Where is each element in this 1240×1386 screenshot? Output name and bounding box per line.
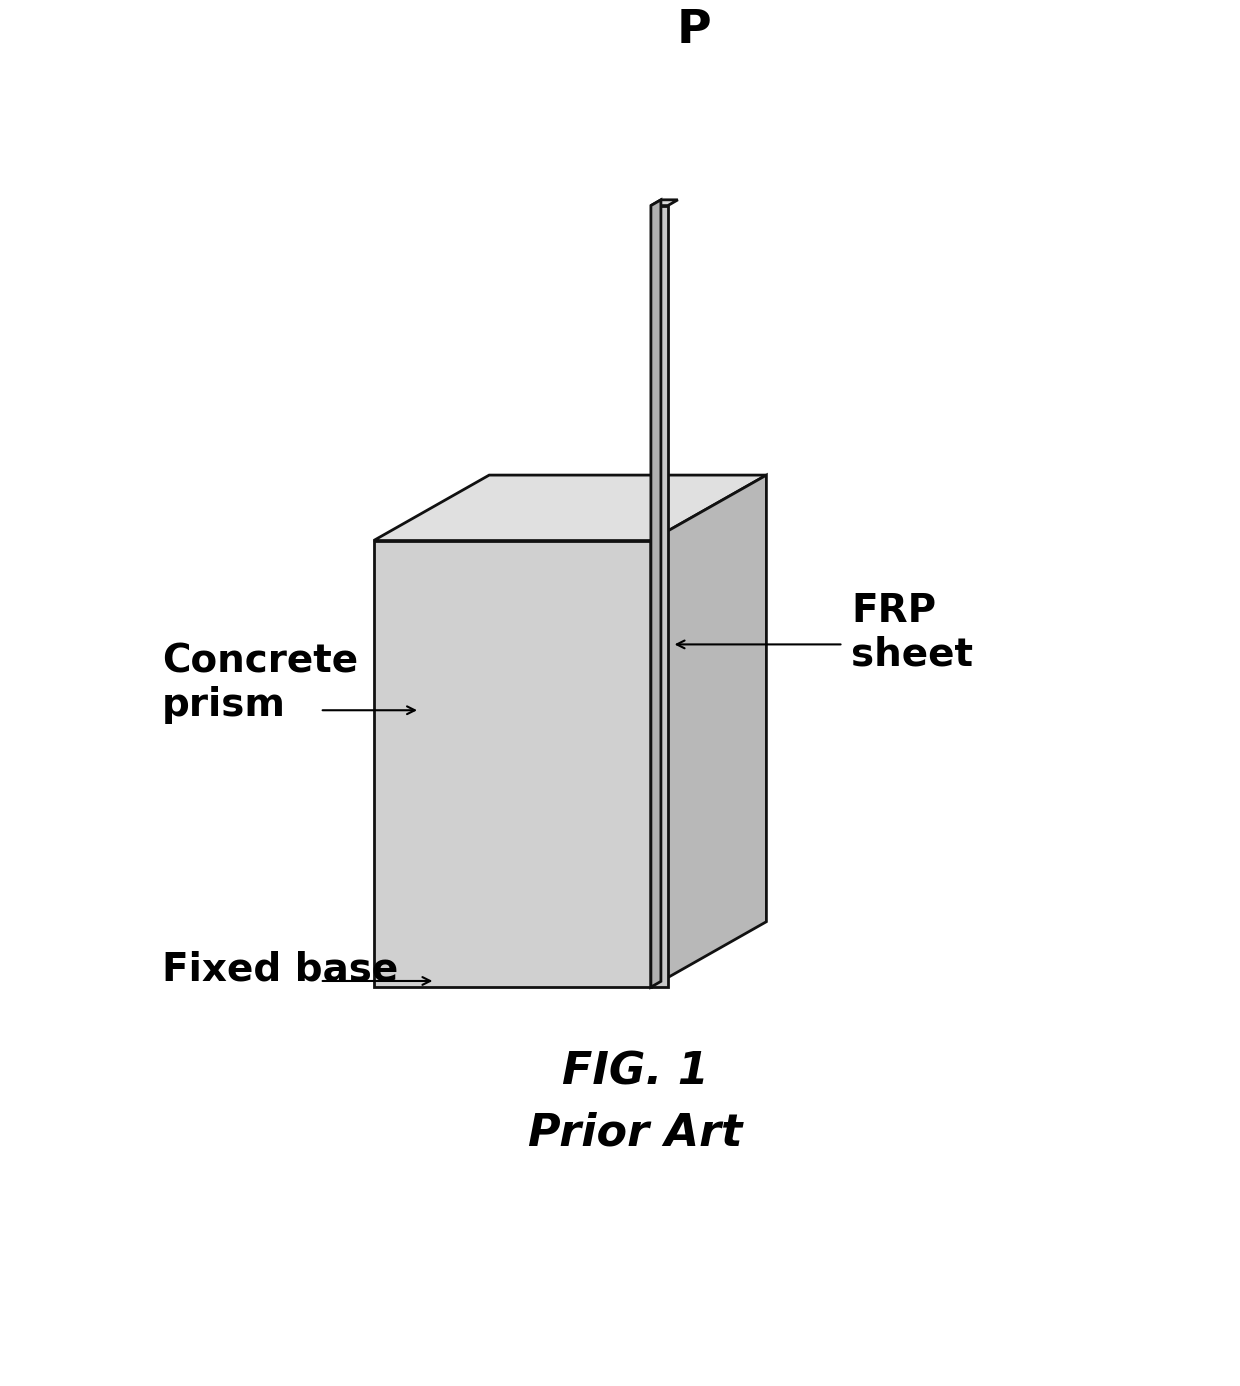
Polygon shape: [651, 200, 661, 987]
Text: Fixed base: Fixed base: [162, 951, 398, 988]
Text: Prior Art: Prior Art: [528, 1112, 743, 1155]
Polygon shape: [651, 200, 678, 205]
Polygon shape: [651, 475, 766, 987]
Polygon shape: [373, 541, 651, 987]
Polygon shape: [373, 475, 766, 541]
Text: P: P: [676, 8, 711, 53]
Text: FIG. 1: FIG. 1: [562, 1051, 709, 1094]
Text: FRP
sheet: FRP sheet: [851, 592, 973, 674]
Polygon shape: [651, 205, 668, 987]
Text: Concrete
prism: Concrete prism: [162, 642, 358, 725]
